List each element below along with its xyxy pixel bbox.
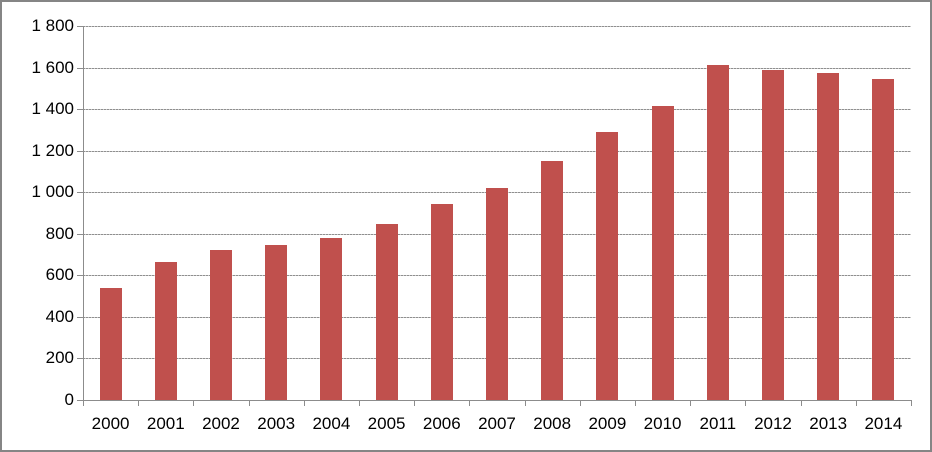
y-tick-label: 400 <box>45 306 74 326</box>
x-tick-label-2004: 2004 <box>312 414 351 433</box>
bar-2005 <box>375 224 398 400</box>
x-axis-tick <box>855 400 857 406</box>
bar-2008 <box>541 161 564 400</box>
y-axis-tick <box>77 275 83 277</box>
x-axis-tick <box>469 400 471 406</box>
x-tick-label-2006: 2006 <box>422 414 461 433</box>
bar-2003 <box>265 245 288 400</box>
x-axis-tick <box>579 400 581 406</box>
x-axis-tick <box>414 400 416 406</box>
gridline-y-1800 <box>83 26 911 27</box>
y-tick-label: 600 <box>45 265 74 285</box>
bar-2012 <box>762 69 784 400</box>
y-tick-label: 1 600 <box>31 57 74 77</box>
x-axis-tick <box>138 400 140 406</box>
x-tick-label-2013: 2013 <box>809 414 848 433</box>
y-axis-tick <box>77 26 83 27</box>
bar-2009 <box>596 131 619 400</box>
y-axis-tick <box>77 400 83 401</box>
x-axis-tick <box>248 400 250 406</box>
y-axis-tick <box>77 358 83 360</box>
y-tick-label: 0 <box>64 390 74 409</box>
bar-2014 <box>872 78 895 400</box>
x-tick-label-2003: 2003 <box>257 414 296 433</box>
x-tick-label-2012: 2012 <box>754 414 792 433</box>
x-axis-tick <box>83 400 84 406</box>
x-axis-line <box>83 400 911 401</box>
bar-2006 <box>430 203 453 400</box>
bar-2007 <box>486 188 508 400</box>
x-axis-tick <box>690 400 692 406</box>
bar-2002 <box>210 250 232 400</box>
y-axis-tick <box>77 150 83 152</box>
y-axis-tick <box>77 67 83 69</box>
x-axis-tick <box>359 400 360 406</box>
y-tick-label: 1 000 <box>31 182 74 202</box>
gridline-y-1400 <box>83 109 911 111</box>
bar-2013 <box>817 72 840 400</box>
bar-2010 <box>651 105 674 400</box>
x-tick-label-2005: 2005 <box>367 414 406 433</box>
x-tick-label-2008: 2008 <box>533 414 572 433</box>
x-axis-tick <box>800 400 802 406</box>
x-axis-tick <box>635 400 636 406</box>
y-axis-tick <box>77 316 83 318</box>
y-axis-tick <box>77 109 83 111</box>
x-axis-tick <box>745 400 747 406</box>
x-axis-tick <box>303 400 305 406</box>
x-tick-label-2002: 2002 <box>202 414 240 433</box>
x-axis-tick <box>911 400 912 406</box>
y-tick-label: 1 400 <box>31 99 74 119</box>
x-axis-tick <box>193 400 195 406</box>
x-tick-label-2001: 2001 <box>146 414 185 433</box>
plot-area <box>83 26 911 400</box>
y-tick-label: 800 <box>45 223 74 243</box>
bar-2000 <box>99 287 122 400</box>
y-axis-tick <box>77 192 83 194</box>
y-axis-line <box>83 26 84 400</box>
gridline-y-1600 <box>83 67 911 69</box>
y-tick-label: 1 800 <box>31 16 74 35</box>
x-tick-label-2000: 2000 <box>91 414 130 433</box>
x-tick-label-2010: 2010 <box>643 414 682 433</box>
y-axis-tick <box>77 233 83 235</box>
x-tick-label-2007: 2007 <box>478 414 516 433</box>
bar-2011 <box>706 65 729 400</box>
x-tick-label-2014: 2014 <box>864 414 903 433</box>
bar-2001 <box>154 261 177 400</box>
gridline-y-1200 <box>83 150 911 152</box>
bar-2004 <box>320 237 343 400</box>
y-tick-label: 200 <box>45 348 74 368</box>
x-tick-label-2009: 2009 <box>588 414 627 433</box>
y-tick-label: 1 200 <box>31 140 74 160</box>
x-axis-tick <box>524 400 526 406</box>
x-tick-label-2011: 2011 <box>699 414 737 433</box>
